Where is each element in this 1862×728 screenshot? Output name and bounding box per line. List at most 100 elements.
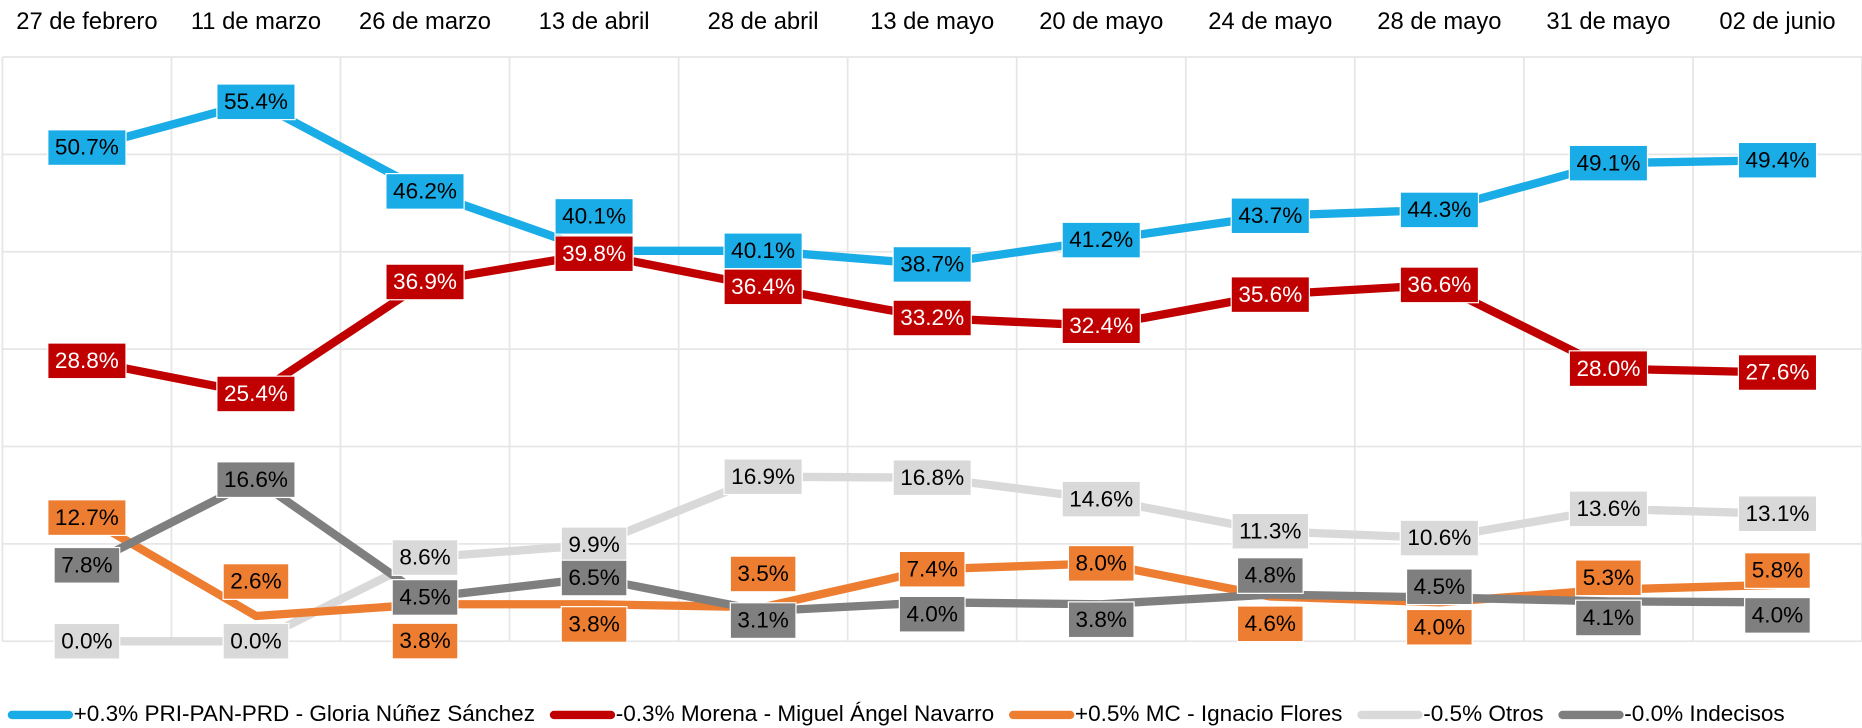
data-label: 40.1% <box>554 197 634 235</box>
data-label: 55.4% <box>216 83 296 121</box>
data-label: 28.8% <box>47 342 127 380</box>
data-label-text: 8.0% <box>1076 551 1127 576</box>
data-label-box <box>898 550 966 588</box>
data-label: 7.4% <box>898 550 966 588</box>
x-tick-label: 31 de mayo <box>1546 8 1670 35</box>
legend-label: +0.3% PRI-PAN-PRD - Gloria Núñez Sánchez <box>74 701 535 726</box>
data-label-box <box>723 458 803 496</box>
legend-label: -0.0% Indecisos <box>1624 701 1784 726</box>
data-label-text: 11.3% <box>1239 518 1301 543</box>
data-label: 3.8% <box>1067 601 1135 639</box>
data-label: 36.9% <box>385 263 465 301</box>
data-label-text: 49.1% <box>1576 150 1640 175</box>
data-label-box <box>1568 144 1649 182</box>
data-label-text: 4.5% <box>399 585 450 610</box>
data-label-text: 3.8% <box>1076 607 1127 632</box>
x-tick-label: 24 de mayo <box>1208 8 1332 35</box>
data-label-text: 5.8% <box>1752 558 1803 583</box>
data-label-text: 13.6% <box>1576 496 1640 521</box>
data-label-text: 35.6% <box>1238 282 1302 307</box>
data-label: 0.0% <box>53 622 121 660</box>
data-label-box <box>892 246 972 283</box>
data-label-text: 3.8% <box>568 612 619 637</box>
data-label-text: 33.2% <box>900 305 964 330</box>
data-label: 14.6% <box>1061 480 1141 518</box>
data-label: 11.3% <box>1231 512 1310 550</box>
data-label-box <box>1061 307 1141 345</box>
data-label-box <box>385 263 465 301</box>
data-label: 4.0% <box>1744 596 1811 634</box>
data-label-text: 40.1% <box>562 204 626 229</box>
data-label-box <box>729 602 797 640</box>
data-label-box <box>1568 490 1649 528</box>
data-label-text: 36.6% <box>1407 272 1471 297</box>
data-label-text: 50.7% <box>55 135 119 160</box>
x-tick-label: 13 de mayo <box>870 8 994 35</box>
data-label-box <box>892 459 972 497</box>
data-label-text: 43.7% <box>1238 203 1302 228</box>
data-label-box <box>216 461 296 499</box>
data-label-box <box>1737 141 1818 179</box>
data-label-text: 8.6% <box>399 545 450 570</box>
data-label: 12.7% <box>47 499 127 537</box>
data-label-text: 14.6% <box>1069 486 1133 511</box>
data-label-box <box>53 622 121 660</box>
data-label-text: 25.4% <box>224 381 288 406</box>
data-label: 4.1% <box>1574 599 1642 637</box>
data-label: 4.5% <box>1405 568 1473 606</box>
data-label-box <box>53 546 121 584</box>
data-label-box <box>554 197 634 235</box>
data-label-text: 4.0% <box>906 601 957 626</box>
data-label-text: 9.9% <box>568 532 619 557</box>
data-label-box <box>560 526 628 564</box>
data-label: 13.1% <box>1737 495 1818 533</box>
data-label-text: 36.4% <box>731 274 795 299</box>
data-label-box <box>1236 557 1304 594</box>
data-label-box <box>1744 552 1811 589</box>
data-label-text: 39.8% <box>562 241 626 266</box>
data-label-box <box>222 622 290 660</box>
data-label-text: 28.0% <box>1576 356 1640 381</box>
data-label-box <box>1574 559 1642 597</box>
data-label: 2.6% <box>222 563 290 600</box>
data-label-text: 16.6% <box>224 467 288 492</box>
data-label: 50.7% <box>47 129 127 166</box>
data-label: 28.0% <box>1568 350 1649 388</box>
data-label-box <box>560 606 628 643</box>
data-label-box <box>1737 354 1818 391</box>
data-label-box <box>1405 568 1473 606</box>
data-label-box <box>1067 601 1135 639</box>
data-label: 44.3% <box>1399 191 1480 229</box>
data-label-box <box>222 563 290 600</box>
data-label: 4.6% <box>1236 605 1304 643</box>
x-tick-label: 20 de mayo <box>1039 8 1163 35</box>
data-label-box <box>723 268 803 306</box>
data-label-box <box>391 622 459 660</box>
data-label-box <box>1061 480 1141 518</box>
x-tick-label: 28 de abril <box>708 8 819 35</box>
data-label-box <box>1399 266 1480 304</box>
data-label-text: 36.9% <box>393 269 457 294</box>
x-tick-label: 13 de abril <box>539 8 650 35</box>
data-label: 16.6% <box>216 461 296 499</box>
data-label-box <box>1236 605 1304 643</box>
data-label-text: 16.8% <box>900 465 964 490</box>
data-label-box <box>729 555 797 593</box>
data-label-box <box>1737 495 1818 533</box>
data-label: 16.8% <box>892 459 972 497</box>
data-label: 35.6% <box>1230 276 1310 314</box>
x-tick-label: 26 de marzo <box>359 8 491 35</box>
data-label-box <box>1399 191 1480 229</box>
data-label: 49.1% <box>1568 144 1649 182</box>
data-label-box <box>1568 350 1649 388</box>
data-label-box <box>1744 596 1811 634</box>
data-label: 43.7% <box>1230 197 1310 235</box>
data-label-text: 7.4% <box>906 556 957 581</box>
data-label: 3.1% <box>729 602 797 640</box>
data-label: 9.9% <box>560 526 628 564</box>
data-label: 32.4% <box>1061 307 1141 345</box>
data-label-box <box>1405 608 1473 646</box>
data-label: 49.4% <box>1737 141 1818 179</box>
data-label-text: 4.5% <box>1414 574 1465 599</box>
